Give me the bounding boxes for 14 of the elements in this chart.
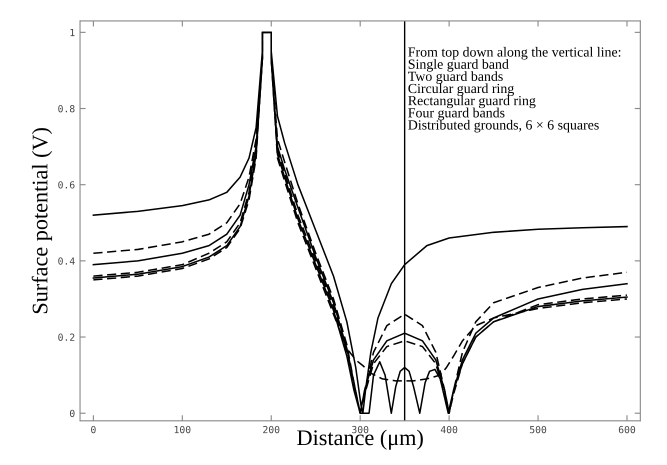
y-tick-label: 0.8 — [58, 105, 75, 112]
x-tick-label: 0 — [91, 426, 96, 434]
y-tick-label: 0 — [70, 410, 75, 418]
y-tick-label: 0.4 — [58, 257, 75, 265]
y-tick-label: 1 — [70, 28, 75, 36]
x-tick-label: 200 — [263, 426, 280, 434]
y-axis-title: Surface potential (V) — [32, 128, 52, 314]
y-tick-label: 0.2 — [58, 334, 74, 341]
annotation: From top down along the vertical line: Single guard band Two guard bands Circular guard ring Rectangular guard ring Four guard bands Distributed grounds, 6 × 6 squares — [408, 46, 620, 132]
x-tick-label: 400 — [440, 426, 458, 434]
x-tick-label: 500 — [530, 426, 546, 434]
x-tick-label: 600 — [618, 426, 636, 434]
x-tick-label: 100 — [174, 426, 190, 434]
y-tick-label: 0.6 — [58, 181, 75, 189]
